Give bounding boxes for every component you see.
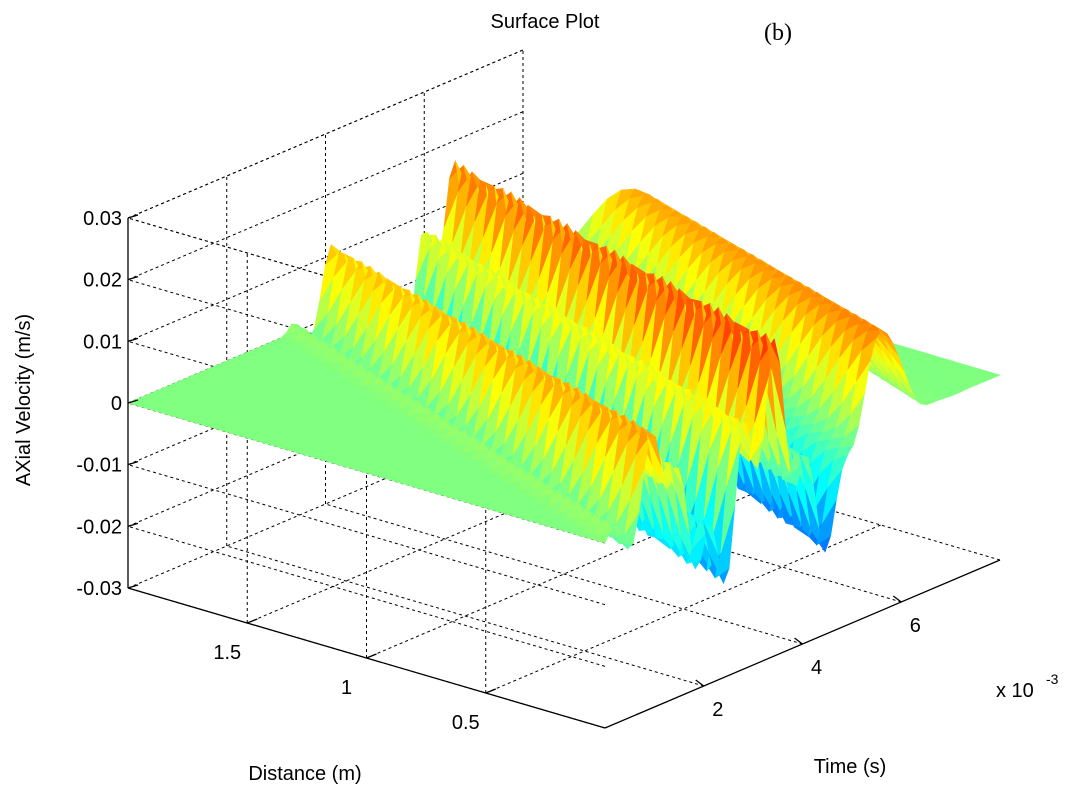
y-tick-label: 0.5 <box>452 712 480 734</box>
z-tick-label: 0.03 <box>83 208 122 230</box>
x-tick <box>695 679 705 687</box>
grid-line-x-floor <box>226 545 704 687</box>
x-tick <box>892 595 902 603</box>
z-tick <box>127 522 139 527</box>
x-exponent-value: -3 <box>1046 671 1059 687</box>
z-tick-label: 0.02 <box>83 270 122 292</box>
surface-layer <box>127 160 1001 585</box>
x-tick <box>794 637 803 645</box>
z-tick <box>127 584 139 589</box>
y-axis-label: Distance (m) <box>248 763 361 785</box>
chart-title: Surface Plot <box>491 11 600 33</box>
surface-patch <box>979 370 1001 378</box>
z-tick-label: -0.01 <box>76 455 122 477</box>
z-axis-label: AXial Velocity (m/s) <box>13 314 35 486</box>
x-tick-label: 6 <box>910 615 921 637</box>
z-tick-label: 0.01 <box>83 331 122 353</box>
z-tick-label: 0 <box>111 393 122 415</box>
grid-line-x-floor <box>325 503 803 645</box>
z-tick-label: -0.03 <box>76 578 122 600</box>
y-tick-label: 1 <box>341 677 352 699</box>
z-tick <box>127 214 139 219</box>
y-tick <box>247 618 258 624</box>
z-tick <box>127 461 139 466</box>
panel-label: (b) <box>764 20 792 46</box>
grid-line-z-side <box>127 464 606 606</box>
z-tick <box>127 337 139 342</box>
tick-layer: -0.03 -0.02 -0.01 0 0.01 0.02 0.03 2 4 6 0.5 1 1.5 <box>76 208 920 734</box>
z-tick <box>127 276 139 281</box>
z-tick-label: -0.02 <box>76 516 122 538</box>
y-tick-label: 1.5 <box>213 642 241 664</box>
x-tick-label: 2 <box>712 699 723 721</box>
y-tick <box>485 688 496 694</box>
y-tick <box>366 653 377 659</box>
x-exponent-label: x 10 <box>996 680 1034 702</box>
x-axis-label: Time (s) <box>814 756 887 778</box>
z-tick <box>127 399 139 404</box>
x-tick-label: 4 <box>811 657 822 679</box>
